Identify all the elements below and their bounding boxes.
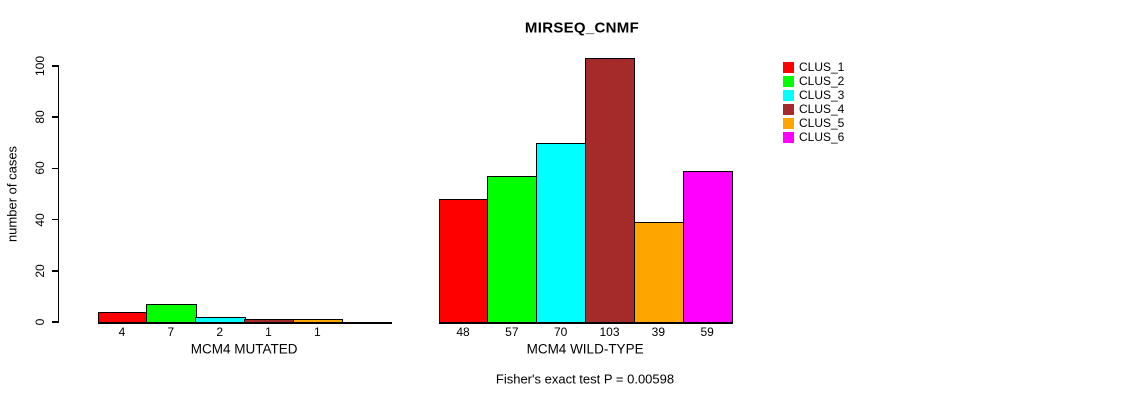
- y-tick-label: 0: [33, 318, 47, 326]
- y-tick-mark: [51, 270, 59, 272]
- bar-value-label: 1: [265, 324, 272, 339]
- x-group-label: MCM4 WILD-TYPE: [526, 341, 644, 356]
- legend-label-clus_4: CLUS_4: [799, 102, 845, 116]
- bar-value-label: 1: [313, 324, 321, 339]
- legend-label-clus_6: CLUS_6: [799, 130, 845, 144]
- legend-swatch-clus_4: [783, 103, 794, 115]
- stat-annotation: Fisher's exact test P = 0.00598: [495, 371, 675, 387]
- bar-clus_5: [633, 222, 685, 324]
- legend-swatch-clus_6: [783, 131, 794, 143]
- bar-clus_5: [292, 319, 344, 324]
- bar-clus_2: [146, 304, 197, 324]
- chart-title: MIRSEQ_CNMF: [524, 19, 640, 37]
- legend-swatch-clus_2: [783, 75, 794, 87]
- bar-value-label: 70: [553, 324, 568, 339]
- legend-swatch-clus_3: [783, 89, 794, 101]
- bar-value-label: 7: [167, 324, 175, 339]
- legend-swatch-clus_1: [783, 61, 794, 73]
- bar-clus_4: [244, 319, 295, 324]
- bar-clus_4: [585, 58, 636, 324]
- x-group-label: MCM4 MUTATED: [190, 341, 298, 356]
- y-tick-label: 80: [33, 110, 47, 124]
- y-tick-label: 40: [33, 212, 47, 227]
- y-tick-mark: [51, 116, 59, 118]
- legend-swatch-clus_5: [783, 117, 794, 129]
- y-axis-line: [57, 65, 59, 324]
- bar-value-label: 59: [700, 324, 714, 339]
- bar-value-label: 48: [456, 324, 470, 339]
- legend-label-clus_5: CLUS_5: [799, 116, 845, 130]
- bar-clus_3: [195, 316, 246, 324]
- y-tick-label: 60: [33, 161, 47, 176]
- bar-clus_2: [487, 176, 538, 324]
- bar-clus_1: [97, 311, 148, 324]
- y-tick-mark: [51, 167, 59, 170]
- y-tick-mark: [51, 65, 59, 67]
- bar-clus_6: [682, 170, 734, 324]
- bar-value-label: 2: [216, 324, 224, 339]
- y-tick-label: 20: [33, 264, 47, 278]
- legend-label-clus_2: CLUS_2: [799, 74, 845, 88]
- y-tick-mark: [51, 218, 59, 221]
- bar-clus_1: [438, 199, 489, 324]
- bar-value-label: 57: [505, 324, 519, 339]
- y-tick-mark: [51, 321, 59, 323]
- bar-clus_3: [536, 142, 587, 324]
- bar-value-label: 103: [599, 324, 620, 339]
- legend-label-clus_1: CLUS_1: [799, 60, 845, 74]
- bar-value-label: 39: [651, 324, 666, 339]
- legend-label-clus_3: CLUS_3: [799, 88, 845, 102]
- y-tick-label: 100: [33, 55, 47, 77]
- bar-value-label: 4: [118, 324, 126, 339]
